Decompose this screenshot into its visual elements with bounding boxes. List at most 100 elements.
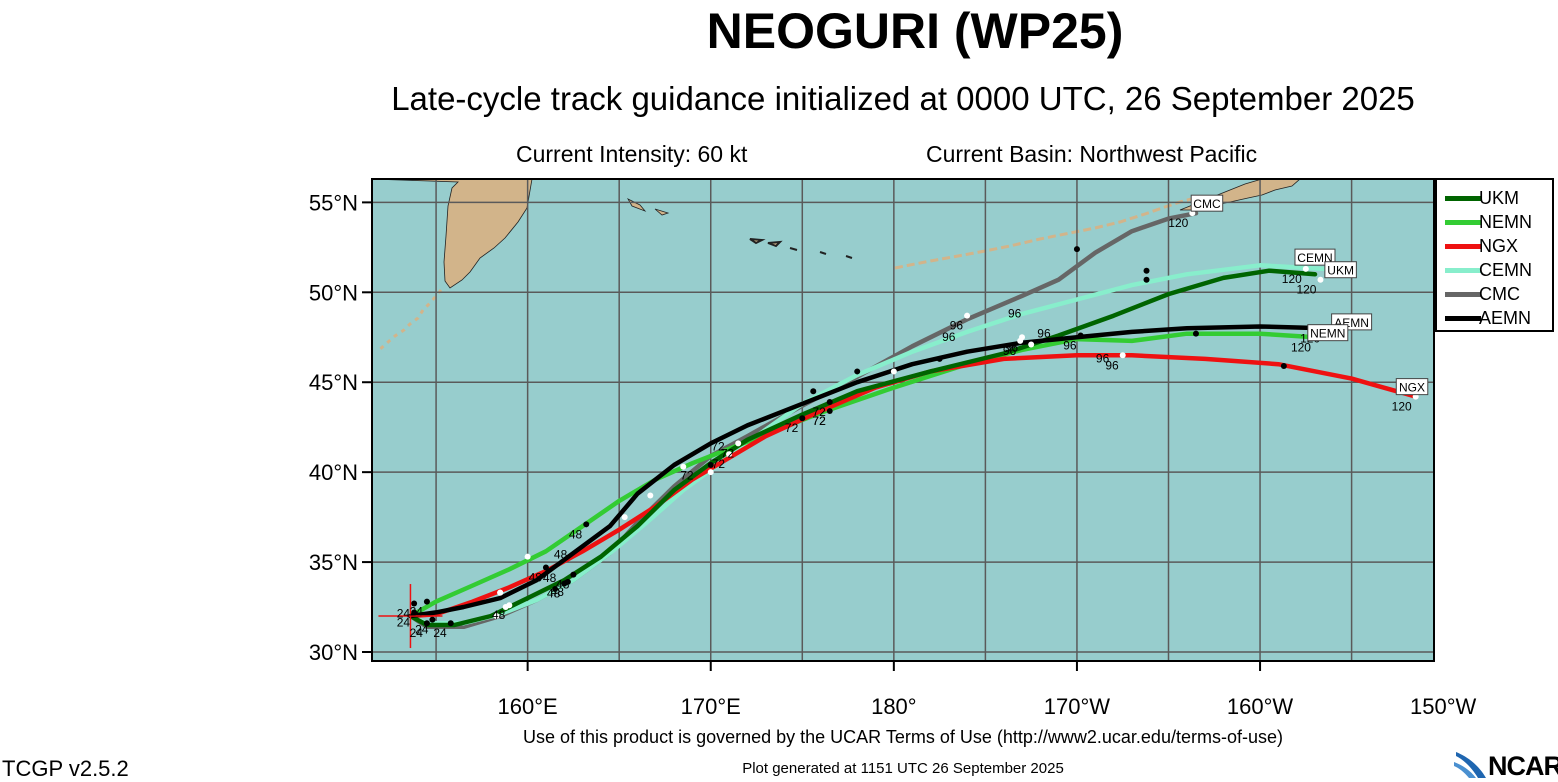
forecast-hour-label: 48	[554, 547, 568, 561]
legend-swatch	[1445, 220, 1481, 225]
legend-label: UKM	[1479, 188, 1519, 208]
forecast-point	[964, 312, 971, 319]
forecast-point	[1077, 332, 1084, 339]
lon-tick-label: 170°W	[1044, 694, 1111, 719]
forecast-point	[423, 620, 430, 627]
legend-label: NEMN	[1479, 212, 1532, 232]
terms-of-use: Use of this product is governed by the U…	[523, 727, 1283, 747]
forecast-tracks	[408, 210, 1419, 630]
forecast-point	[680, 463, 687, 470]
forecast-point	[564, 578, 571, 585]
forecast-point	[411, 609, 418, 616]
kuril-islands	[378, 289, 443, 352]
forecast-point	[497, 589, 504, 596]
forecast-hour-label: 96	[942, 330, 956, 344]
lon-tick-label: 160°E	[498, 694, 558, 719]
track-end-label: CEMN	[1294, 248, 1336, 266]
forecast-hour-label: 120	[1296, 283, 1316, 297]
lon-tick-label: 180°	[871, 694, 917, 719]
forecast-point	[726, 451, 733, 458]
forecast-point	[583, 521, 590, 528]
forecast-hour-label: 96	[950, 319, 964, 333]
forecast-hour-label: 48	[551, 585, 565, 599]
forecast-point	[1028, 341, 1035, 348]
forecast-point	[890, 368, 897, 375]
legend-swatch	[1445, 196, 1481, 201]
legend-label: NGX	[1479, 236, 1519, 256]
legend: UKM NEMN NGX CEMN CMC AEMN	[1435, 178, 1554, 332]
forecast-point	[423, 598, 430, 605]
legend-item-cmc: CMC	[1445, 282, 1555, 306]
forecast-hour-label: 96	[1005, 340, 1019, 354]
forecast-point	[1019, 334, 1026, 341]
forecast-point	[826, 399, 833, 406]
svg-text:UKM: UKM	[1327, 264, 1354, 278]
forecast-point	[524, 553, 531, 560]
map-subtitle: Late-cycle track guidance initialized at…	[391, 80, 1415, 117]
storm-position-marker	[378, 584, 443, 649]
forecast-point	[552, 586, 559, 593]
track-annotations: 24 48 96 120 24 48 120 24 48 72 96 120 24 48 72 96 120 24…	[397, 194, 1429, 640]
aleutian-islands-east	[894, 196, 1196, 270]
forecast-point	[1143, 276, 1150, 283]
forecast-point	[707, 469, 714, 476]
forecast-hour-label: 48	[569, 527, 583, 541]
lat-tick-label: 55°N	[309, 190, 358, 215]
track-end-label: CMC	[1190, 194, 1224, 212]
forecast-point	[647, 492, 654, 499]
forecast-hour-label: 72	[812, 414, 826, 428]
forecast-point	[493, 613, 500, 620]
version-label: TCGP v2.5.2	[2, 756, 129, 781]
legend-label: AEMN	[1479, 308, 1532, 328]
lon-tick-label: 150°W	[1410, 694, 1477, 719]
track-end-label: NGX	[1395, 378, 1429, 396]
generated-timestamp: Plot generated at 1151 UTC 26 September …	[742, 760, 1064, 777]
lat-tick-label: 30°N	[309, 640, 358, 665]
legend-item-aemn: AEMN	[1445, 306, 1555, 330]
track-end-label: NEMN	[1307, 324, 1349, 342]
legend-label: CEMN	[1479, 260, 1532, 280]
lon-tick-label: 170°E	[681, 694, 741, 719]
land-masses	[372, 179, 1301, 352]
legend-item-ngx: NGX	[1445, 234, 1555, 258]
forecast-hour-label: 24	[415, 623, 429, 637]
kamchatka-land	[372, 179, 533, 289]
forecast-point	[1073, 246, 1080, 253]
forecast-hour-label: 96	[1105, 358, 1119, 372]
forecast-hour-label: 24	[397, 606, 411, 620]
forecast-hour-label: 96	[1096, 351, 1110, 365]
forecast-hour-label: 72	[812, 414, 826, 428]
forecast-point	[1317, 276, 1324, 283]
forecast-hour-label: 120	[1392, 400, 1412, 414]
forecast-point	[854, 368, 861, 375]
lon-tick-label: 160°W	[1227, 694, 1294, 719]
legend-swatch	[1445, 292, 1481, 297]
forecast-hour-label: 120	[1282, 272, 1302, 286]
forecast-hour-label: 48	[529, 570, 543, 584]
forecast-hour-label: 48	[556, 578, 570, 592]
legend-item-ukm: UKM	[1445, 186, 1555, 210]
forecast-point	[506, 602, 513, 609]
forecast-hour-label: 48	[543, 571, 557, 585]
lat-tick-label: 35°N	[309, 550, 358, 575]
forecast-point	[1143, 267, 1150, 274]
forecast-hour-label: 48	[492, 608, 506, 622]
svg-text:CEMN: CEMN	[1297, 251, 1332, 265]
legend-item-cemn: CEMN	[1445, 258, 1555, 282]
forecast-point	[1280, 363, 1287, 370]
forecast-hour-label: 72	[785, 421, 799, 435]
ocean-background	[372, 179, 1434, 661]
legend-swatch	[1445, 244, 1481, 249]
current-basin: Current Basin: Northwest Pacific	[926, 141, 1258, 167]
forecast-point	[936, 355, 943, 362]
forecast-point	[1119, 352, 1126, 359]
current-intensity: Current Intensity: 60 kt	[516, 141, 748, 167]
forecast-hour-label: 72	[712, 457, 726, 471]
aleutian-islands-west	[749, 238, 853, 259]
ncar-logo-text: NCAR	[1488, 751, 1558, 781]
forecast-hour-label: 24	[410, 605, 424, 619]
forecast-hour-label: 24	[433, 626, 447, 640]
svg-text:CMC: CMC	[1193, 197, 1221, 211]
ncar-logo-icon	[1454, 752, 1486, 778]
